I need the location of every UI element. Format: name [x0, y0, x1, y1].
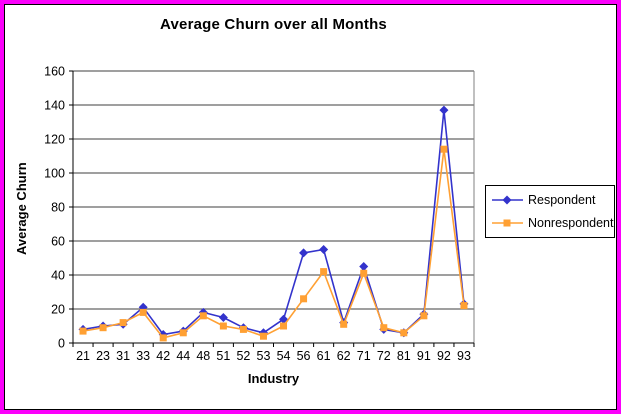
- series-nonrespondent-marker-icon: [280, 322, 288, 330]
- nonrespondent-line-marker-icon: [492, 219, 523, 227]
- x-tick-label: 51: [216, 349, 230, 363]
- series-respondent-marker-icon: [299, 248, 309, 258]
- y-tick-label: 120: [44, 133, 65, 147]
- series-nonrespondent-marker-icon: [340, 320, 348, 328]
- series-nonrespondent-marker-icon: [360, 269, 368, 277]
- x-tick-label: 54: [277, 349, 291, 363]
- chart-canvas: Average Churn over all Months Average Ch…: [4, 4, 617, 410]
- series-nonrespondent-marker-icon: [420, 312, 428, 320]
- y-tick-label: 40: [51, 269, 65, 283]
- series-respondent-marker-icon: [279, 314, 289, 324]
- respondent-line-marker-icon: [492, 195, 523, 205]
- y-tick-label: 20: [51, 303, 65, 317]
- x-tick-label: 62: [337, 349, 351, 363]
- chart-title: Average Churn over all Months: [160, 16, 387, 33]
- legend-nonrespondent-marker-icon: [503, 219, 511, 227]
- series-nonrespondent-marker-icon: [400, 329, 408, 337]
- x-tick-label: 93: [457, 349, 471, 363]
- x-tick-label: 31: [116, 349, 130, 363]
- series-nonrespondent-marker-icon: [219, 322, 227, 330]
- plot-area: 0 20 40 60 80 100 120 140 160 21 23 31 33 42 44 48 51 52 5…: [44, 65, 475, 363]
- x-tick-label: 91: [417, 349, 431, 363]
- x-tick-label: 72: [377, 349, 391, 363]
- series-nonrespondent-marker-icon: [119, 319, 127, 327]
- series-respondent-marker-icon: [218, 313, 228, 322]
- x-tick-label: 71: [357, 349, 371, 363]
- x-tick-label: 42: [156, 349, 170, 363]
- x-tick-label: 92: [437, 349, 451, 363]
- x-tick-label: 23: [96, 349, 110, 363]
- x-axis-title: Industry: [247, 371, 300, 386]
- legend-item-respondent: Respondent: [491, 193, 609, 207]
- series-nonrespondent-marker-icon: [460, 302, 468, 310]
- series-nonrespondent-marker-icon: [179, 329, 187, 337]
- x-tick-label: 33: [136, 349, 150, 363]
- x-tick-label: 48: [196, 349, 210, 363]
- x-tick-label: 52: [236, 349, 250, 363]
- y-tick-label: 80: [51, 201, 65, 215]
- x-tick-label: 61: [317, 349, 331, 363]
- y-tick-label: 0: [58, 337, 65, 351]
- x-tick-label: 44: [176, 349, 190, 363]
- legend-respondent-marker-icon: [502, 195, 512, 205]
- y-tick-label: 100: [44, 167, 65, 181]
- series-respondent: [78, 105, 469, 339]
- x-tick-label: 21: [76, 349, 90, 363]
- legend-label-nonrespondent: Nonrespondent: [528, 216, 614, 230]
- series-nonrespondent-marker-icon: [380, 324, 388, 332]
- series-nonrespondent-marker-icon: [259, 332, 267, 340]
- legend: Respondent Nonrespondent: [485, 185, 615, 238]
- y-tick-label: 60: [51, 235, 65, 249]
- series-nonrespondent-marker-icon: [320, 268, 328, 276]
- series-nonrespondent-marker-icon: [99, 324, 107, 332]
- x-tick-label: 53: [257, 349, 271, 363]
- y-tick-label: 140: [44, 99, 65, 113]
- y-tick-label: 160: [44, 65, 65, 79]
- series-respondent-line: [82, 109, 465, 336]
- series-respondent-marker-icon: [359, 262, 369, 271]
- series-nonrespondent-marker-icon: [139, 308, 147, 316]
- legend-item-nonrespondent: Nonrespondent: [491, 216, 613, 230]
- series-respondent-marker-icon: [319, 245, 329, 254]
- series-nonrespondent-marker-icon: [300, 295, 308, 303]
- series-nonrespondent-marker-icon: [159, 334, 167, 342]
- x-tick-label: 56: [297, 349, 311, 363]
- x-tick-label: 81: [397, 349, 411, 363]
- series-nonrespondent: [79, 145, 468, 342]
- series-nonrespondent-marker-icon: [440, 145, 448, 153]
- series-respondent-marker-icon: [439, 105, 449, 115]
- series-nonrespondent-marker-icon: [239, 325, 247, 333]
- series-nonrespondent-marker-icon: [79, 327, 87, 335]
- legend-label-respondent: Respondent: [528, 193, 596, 207]
- series-nonrespondent-marker-icon: [199, 312, 207, 320]
